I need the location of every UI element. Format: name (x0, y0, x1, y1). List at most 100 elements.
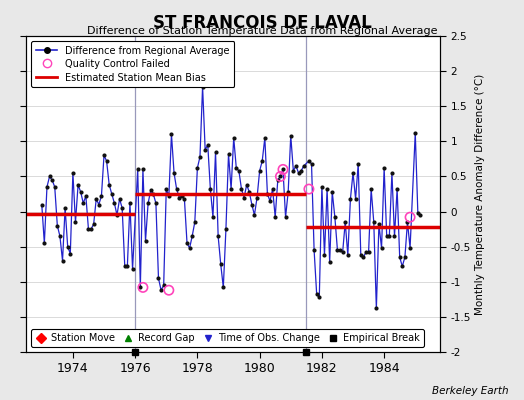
Point (406, 245, 414, 251)
Point (178, 193, 186, 199)
Point (279, 166, 287, 173)
Point (333, 247, 342, 253)
Point (362, 249, 370, 256)
Point (74, 182, 82, 188)
Text: Difference of Station Temperature Data from Regional Average: Difference of Station Temperature Data f… (87, 26, 437, 36)
Point (315, 294, 323, 300)
Point (328, 189, 336, 195)
Point (274, 177, 282, 183)
Point (224, 151, 233, 157)
Point (43, 184, 51, 190)
Point (141, 238, 150, 244)
Point (255, 168, 264, 174)
Point (222, 226, 230, 232)
Point (385, 233, 394, 239)
Point (308, 161, 316, 167)
Point (354, 161, 363, 167)
Point (71, 219, 80, 225)
Point (134, 166, 142, 173)
Point (110, 200, 118, 206)
Point (152, 200, 160, 206)
Point (279, 166, 287, 173)
Point (310, 247, 318, 253)
Point (102, 158, 111, 164)
Point (167, 131, 176, 138)
Point (248, 201, 256, 208)
Point (305, 186, 313, 192)
Point (206, 186, 214, 192)
Point (66, 250, 74, 257)
Point (199, 83, 207, 90)
Point (411, 130, 419, 136)
Point (401, 254, 409, 260)
Point (289, 168, 298, 174)
Point (318, 184, 326, 190)
Point (268, 186, 277, 192)
Point (312, 291, 321, 298)
Point (214, 233, 222, 239)
Point (383, 233, 391, 239)
Point (271, 214, 279, 220)
Point (331, 214, 339, 220)
Point (284, 189, 292, 195)
Point (403, 219, 412, 225)
Point (377, 245, 386, 251)
Point (92, 196, 101, 202)
Point (323, 186, 331, 192)
Point (245, 189, 254, 195)
Point (230, 135, 238, 141)
Point (154, 275, 162, 282)
Point (107, 191, 116, 197)
Point (266, 198, 274, 204)
Point (375, 221, 383, 227)
Point (46, 173, 54, 180)
Point (339, 249, 347, 256)
Point (232, 165, 241, 171)
Point (180, 196, 189, 202)
Point (56, 233, 64, 239)
Point (305, 158, 313, 164)
Point (406, 214, 414, 220)
Point (294, 170, 303, 176)
Point (349, 170, 357, 176)
Point (147, 187, 155, 194)
Point (58, 258, 67, 264)
Point (325, 259, 334, 265)
Point (250, 212, 259, 218)
Point (38, 201, 46, 208)
Point (398, 263, 407, 270)
Point (79, 200, 88, 206)
Point (300, 163, 308, 169)
Point (276, 173, 285, 180)
Point (139, 284, 147, 290)
Point (63, 244, 72, 250)
Point (344, 252, 352, 258)
Point (77, 189, 85, 195)
Point (413, 210, 422, 216)
Point (170, 170, 178, 176)
Point (118, 205, 126, 211)
Point (90, 221, 98, 227)
Point (165, 287, 173, 294)
Point (82, 193, 90, 199)
Point (209, 214, 217, 220)
Point (260, 135, 269, 141)
Point (191, 219, 199, 225)
Point (416, 212, 424, 218)
Point (292, 163, 300, 169)
Point (352, 196, 360, 202)
Y-axis label: Monthly Temperature Anomaly Difference (°C): Monthly Temperature Anomaly Difference (… (475, 73, 485, 315)
Point (87, 226, 95, 232)
Point (121, 263, 129, 270)
Point (69, 170, 77, 176)
Point (162, 186, 170, 192)
Text: Berkeley Earth: Berkeley Earth (432, 386, 508, 396)
Legend: Station Move, Record Gap, Time of Obs. Change, Empirical Break: Station Move, Record Gap, Time of Obs. C… (31, 329, 423, 347)
Point (281, 214, 290, 220)
Point (123, 263, 132, 270)
Point (341, 219, 350, 225)
Point (105, 182, 113, 188)
Point (393, 186, 401, 192)
Point (126, 200, 134, 206)
Point (185, 245, 194, 251)
